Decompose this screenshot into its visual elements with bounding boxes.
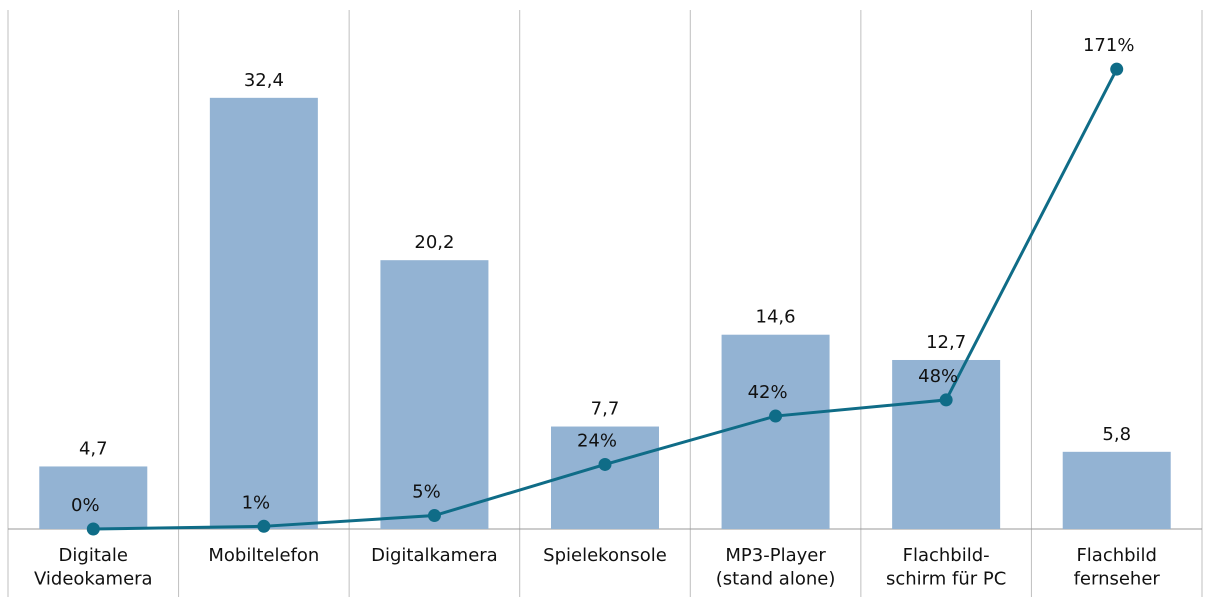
line-label: 0% (71, 495, 100, 516)
line-label: 48% (918, 366, 958, 387)
line-point (769, 409, 783, 423)
bar-label: 7,7 (591, 399, 620, 420)
x-tick-label: Flachbild-schirm für PC (886, 545, 1006, 589)
x-tick-label: MP3-Player (stand alone) (716, 545, 836, 589)
bar-label: 14,6 (756, 307, 796, 328)
line-label: 1% (242, 492, 271, 513)
line-label: 171% (1083, 35, 1134, 56)
line-point (598, 457, 612, 471)
bar (209, 97, 318, 529)
bar-label: 12,7 (926, 332, 966, 353)
bar (1062, 451, 1171, 529)
line-point (427, 509, 441, 523)
line-point (257, 519, 271, 533)
bar (380, 260, 489, 529)
bar-label: 32,4 (244, 70, 284, 91)
bar (892, 359, 1001, 529)
x-tick-label: Spielekonsole (543, 545, 667, 566)
bar-label: 20,2 (414, 232, 454, 253)
line-point (1110, 62, 1124, 76)
bar (551, 426, 659, 529)
line-label: 5% (412, 482, 441, 503)
line-label: 42% (748, 382, 788, 403)
line-point (939, 393, 953, 407)
bar (39, 466, 148, 529)
x-tick-label: Digitalkamera (371, 545, 498, 566)
line-point (86, 522, 100, 536)
bar-label: 4,7 (79, 438, 108, 459)
x-tick-label: Flachbild fernseher (1074, 545, 1161, 589)
bar (721, 334, 830, 529)
x-tick-label: Mobiltelefon (208, 545, 319, 566)
x-tick-label: Digitale Videokamera (34, 545, 153, 589)
line-label: 24% (577, 430, 617, 451)
bar-label: 5,8 (1102, 424, 1131, 445)
